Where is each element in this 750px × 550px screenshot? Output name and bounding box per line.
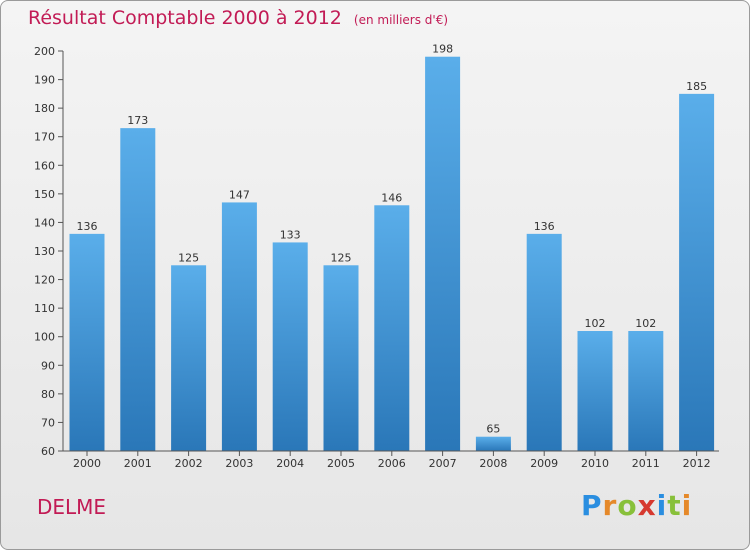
x-axis: 2000 2001 2002 2003 2004 2005 2006 2007 2008 2009… (63, 450, 719, 470)
y-tick-label: 150 (34, 188, 55, 201)
x-tick-label-2007: 2007 (429, 457, 457, 470)
x-tick-label-2004: 2004 (276, 457, 304, 470)
bar-2007 (425, 56, 461, 451)
bar-2003 (221, 202, 257, 451)
y-tick-label: 70 (41, 416, 55, 429)
data-label-2003: 147 (229, 188, 250, 201)
data-label-2000: 136 (77, 220, 98, 233)
bar-2010 (577, 331, 613, 451)
bar-2001 (120, 128, 156, 451)
bars: 136 173 125 147 133 125 146 198 65 136 102 102 185 (69, 43, 715, 451)
x-tick-label-2000: 2000 (73, 457, 101, 470)
y-tick-label: 110 (34, 302, 55, 315)
brand-letter: i (656, 489, 668, 522)
brand-letter: i (681, 489, 693, 522)
data-label-2010: 102 (585, 317, 606, 330)
brand-logo: Proxiti (581, 489, 692, 522)
bar-2002 (171, 265, 207, 451)
data-label-2005: 125 (331, 251, 352, 264)
x-tick-label-2002: 2002 (175, 457, 203, 470)
x-tick-label-2012: 2012 (683, 457, 711, 470)
data-label-2007: 198 (432, 43, 453, 56)
chart-title: Résultat Comptable 2000 à 2012 (28, 7, 342, 29)
x-tick-label-2010: 2010 (581, 457, 609, 470)
bar-2009 (526, 233, 562, 451)
y-tick-label: 80 (41, 388, 55, 401)
bar-2005 (323, 265, 359, 451)
bar-2011 (628, 331, 664, 451)
y-tick-label: 120 (34, 274, 55, 287)
data-label-2008: 65 (486, 423, 500, 436)
bar-2004 (272, 242, 308, 451)
y-tick-label: 160 (34, 159, 55, 172)
x-tick-label-2009: 2009 (530, 457, 558, 470)
data-label-2009: 136 (534, 220, 555, 233)
y-tick-label: 180 (34, 102, 55, 115)
x-tick-label-2005: 2005 (327, 457, 355, 470)
data-label-2012: 185 (686, 80, 707, 93)
chart-subtitle: (en milliers d'€) (353, 13, 449, 27)
bar-2006 (374, 205, 410, 451)
brand-letter: P (581, 489, 603, 522)
y-tick-label: 170 (34, 131, 55, 144)
bar-2012 (679, 93, 715, 451)
data-label-2006: 146 (381, 191, 402, 204)
x-tick-label-2001: 2001 (124, 457, 152, 470)
data-label-2004: 133 (280, 228, 301, 241)
data-label-2001: 173 (127, 114, 148, 127)
y-tick-label: 190 (34, 74, 55, 87)
data-label-2011: 102 (635, 317, 656, 330)
y-tick-label: 90 (41, 359, 55, 372)
y-tick-label: 140 (34, 216, 55, 229)
bar-2000 (69, 233, 105, 451)
brand-letter: x (637, 489, 657, 522)
x-tick-label-2003: 2003 (225, 457, 253, 470)
y-tick-label: 60 (41, 445, 55, 458)
title-line: Résultat Comptable 2000 à 2012 (en milli… (28, 7, 448, 29)
brand-letter: t (667, 489, 682, 522)
brand-letter: o (617, 489, 638, 522)
y-tick-label: 200 (34, 45, 55, 58)
brand-letter: r (602, 489, 618, 522)
x-tick-label-2011: 2011 (632, 457, 660, 470)
x-tick-label-2008: 2008 (479, 457, 507, 470)
y-axis: 60 70 80 90 100 110 120 130 140 150 160 170 180 190 20… (34, 45, 64, 458)
y-tick-label: 100 (34, 331, 55, 344)
bar-2008 (475, 436, 511, 451)
data-label-2002: 125 (178, 251, 199, 264)
commune-name: DELME (37, 495, 107, 519)
y-tick-label: 130 (34, 245, 55, 258)
x-tick-label-2006: 2006 (378, 457, 406, 470)
